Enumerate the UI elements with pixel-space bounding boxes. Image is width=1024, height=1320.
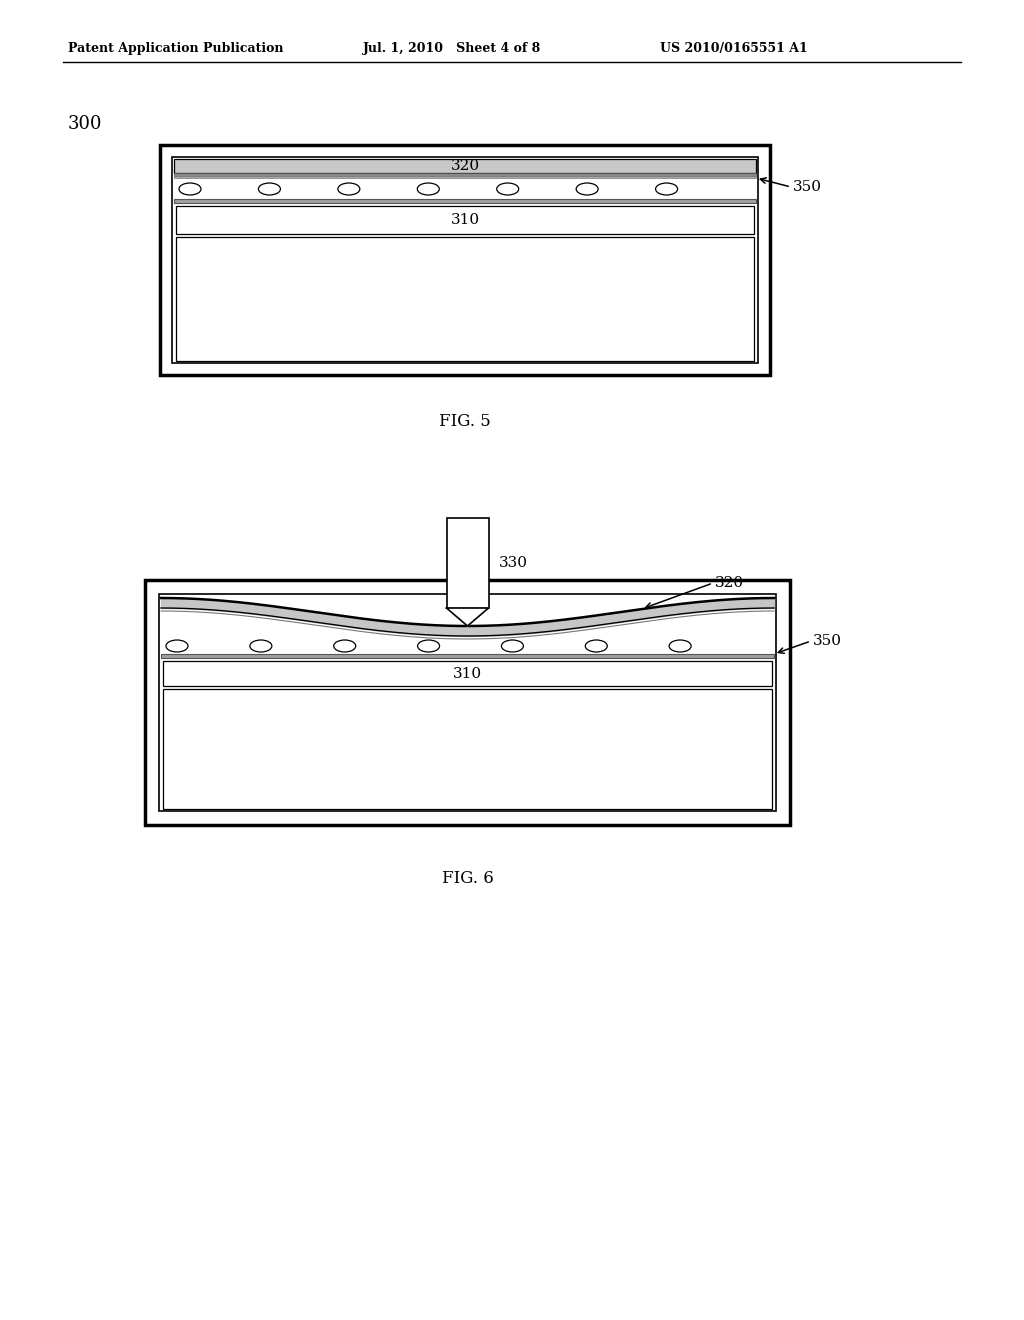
Text: FIG. 6: FIG. 6	[441, 870, 494, 887]
Text: 310: 310	[451, 213, 479, 227]
Text: 300: 300	[68, 115, 102, 133]
Bar	[174, 176, 756, 178]
Text: US 2010/0165551 A1: US 2010/0165551 A1	[660, 42, 808, 55]
Text: 320: 320	[715, 576, 744, 590]
Ellipse shape	[334, 640, 355, 652]
Ellipse shape	[418, 183, 439, 195]
Bar	[163, 661, 772, 686]
Bar	[176, 206, 754, 234]
Ellipse shape	[418, 640, 439, 652]
Ellipse shape	[502, 640, 523, 652]
Ellipse shape	[577, 183, 598, 195]
Text: 350: 350	[813, 634, 842, 648]
Bar	[172, 157, 758, 363]
Text: Patent Application Publication: Patent Application Publication	[68, 42, 284, 55]
Bar	[161, 653, 774, 657]
Bar	[159, 594, 776, 810]
Ellipse shape	[179, 183, 201, 195]
Ellipse shape	[166, 640, 188, 652]
Text: FIG. 5: FIG. 5	[439, 413, 490, 430]
Bar	[446, 517, 488, 609]
Text: 350: 350	[793, 180, 822, 194]
Bar	[145, 579, 790, 825]
Ellipse shape	[586, 640, 607, 652]
Text: 310: 310	[453, 667, 482, 681]
Bar	[160, 145, 770, 375]
Text: 330: 330	[499, 556, 527, 570]
Ellipse shape	[655, 183, 678, 195]
Bar	[174, 158, 756, 173]
Ellipse shape	[497, 183, 519, 195]
Polygon shape	[446, 609, 488, 626]
Bar	[174, 173, 756, 176]
Ellipse shape	[258, 183, 281, 195]
Bar	[176, 238, 754, 360]
Bar	[174, 199, 756, 203]
Text: 320: 320	[451, 158, 479, 173]
Text: Jul. 1, 2010   Sheet 4 of 8: Jul. 1, 2010 Sheet 4 of 8	[362, 42, 542, 55]
Bar	[163, 689, 772, 809]
Ellipse shape	[669, 640, 691, 652]
Ellipse shape	[250, 640, 271, 652]
Ellipse shape	[338, 183, 359, 195]
